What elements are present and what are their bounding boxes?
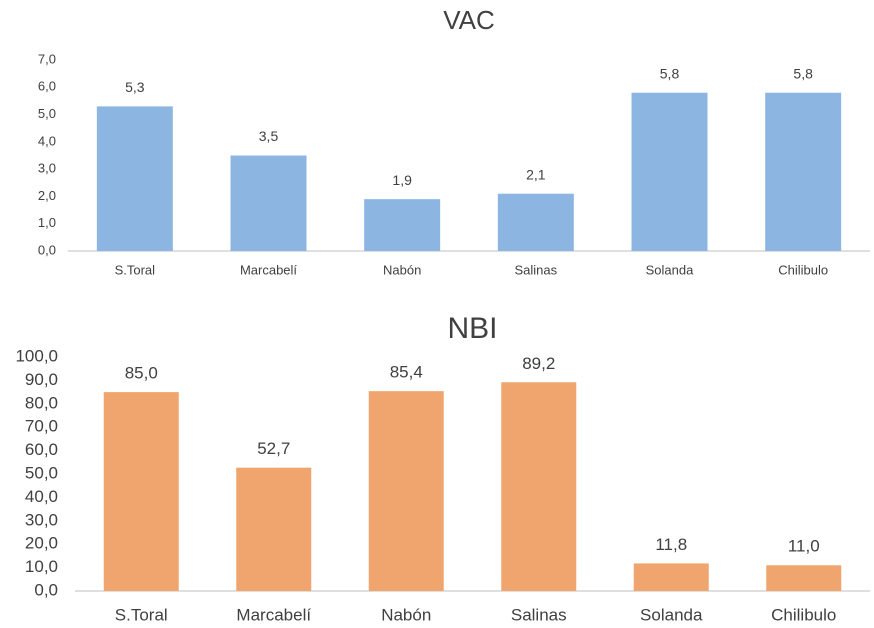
y-tick-label: 5,0: [38, 106, 56, 121]
data-label: 5,8: [660, 65, 680, 81]
bar: [766, 565, 842, 591]
y-tick-label: 100,0: [15, 346, 58, 365]
x-tick-label: Salinas: [515, 262, 558, 277]
bar: [364, 199, 441, 251]
data-label: 52,7: [257, 439, 290, 458]
data-label: 85,4: [390, 363, 423, 382]
x-tick-label: Nabón: [383, 262, 421, 277]
y-tick-label: 50,0: [25, 463, 58, 482]
x-tick-label: Solanda: [640, 605, 703, 624]
x-tick-label: Chilibulo: [771, 605, 836, 624]
y-tick-label: 4,0: [38, 133, 56, 148]
data-label: 1,9: [392, 172, 412, 188]
bar: [501, 382, 577, 591]
x-tick-label: S.Toral: [115, 605, 168, 624]
bar: [631, 92, 708, 251]
y-tick-label: 80,0: [25, 393, 58, 412]
bar: [236, 467, 312, 591]
y-tick-label: 3,0: [38, 161, 56, 176]
data-label: 3,5: [259, 128, 279, 144]
data-label: 5,3: [125, 79, 145, 95]
x-tick-label: S.Toral: [115, 262, 156, 277]
y-tick-label: 0,0: [38, 242, 56, 257]
bar: [103, 392, 179, 591]
data-label: 11,8: [655, 535, 687, 554]
chart-title: NBI: [447, 312, 497, 345]
y-tick-label: 0,0: [34, 580, 58, 599]
data-label: 85,0: [125, 364, 158, 383]
chart-title: VAC: [443, 5, 495, 35]
x-tick-label: Salinas: [511, 605, 567, 624]
bar: [765, 92, 842, 251]
y-tick-label: 30,0: [25, 510, 58, 529]
y-tick-label: 60,0: [25, 440, 58, 459]
y-tick-label: 10,0: [25, 557, 58, 576]
y-tick-label: 40,0: [25, 487, 58, 506]
x-tick-label: Marcabelí: [236, 605, 311, 624]
y-tick-label: 70,0: [25, 417, 58, 436]
y-tick-label: 20,0: [25, 534, 58, 553]
y-tick-label: 90,0: [25, 370, 58, 389]
x-tick-label: Chilibulo: [778, 262, 828, 277]
x-tick-label: Marcabelí: [240, 262, 297, 277]
bar: [633, 563, 709, 591]
y-tick-label: 6,0: [38, 79, 56, 94]
bar: [497, 193, 574, 251]
data-label: 89,2: [522, 354, 555, 373]
y-tick-label: 1,0: [38, 215, 56, 230]
y-tick-label: 2,0: [38, 188, 56, 203]
bar: [230, 155, 307, 251]
data-label: 5,8: [793, 65, 813, 81]
data-label: 2,1: [526, 166, 546, 182]
bar: [368, 391, 444, 591]
x-tick-label: Nabón: [381, 605, 431, 624]
bar: [96, 106, 173, 251]
x-tick-label: Solanda: [646, 262, 694, 277]
y-tick-label: 7,0: [38, 51, 56, 66]
data-label: 11,0: [788, 537, 820, 556]
